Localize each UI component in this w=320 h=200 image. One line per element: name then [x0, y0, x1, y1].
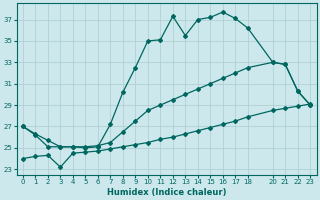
X-axis label: Humidex (Indice chaleur): Humidex (Indice chaleur) — [107, 188, 226, 197]
